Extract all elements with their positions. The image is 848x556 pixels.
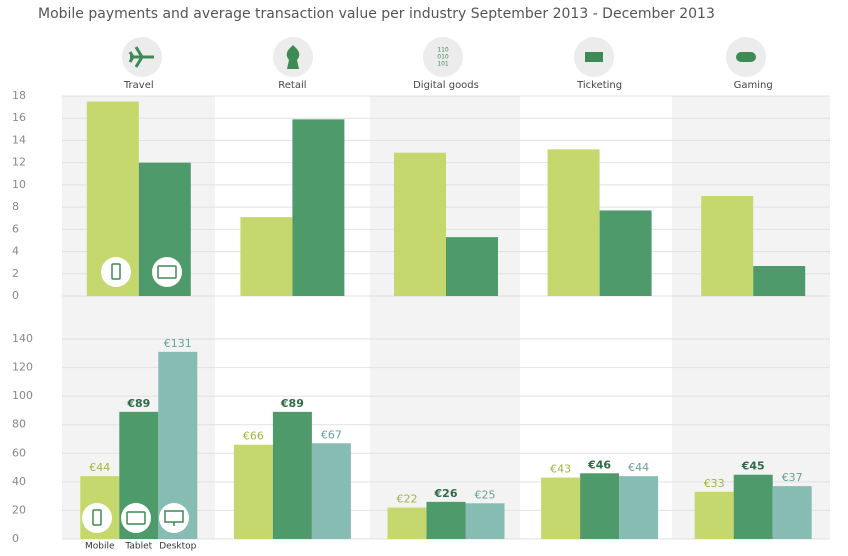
- value-label: €26: [434, 487, 458, 500]
- value-label: €37: [782, 471, 803, 484]
- y-tick-label: 80: [12, 418, 26, 431]
- bar: [446, 237, 498, 296]
- series-label: Tablet: [124, 542, 152, 552]
- device-icons: [82, 257, 189, 533]
- category-label: Retail: [278, 80, 306, 91]
- category-label: Ticketing: [576, 80, 622, 91]
- bar: [292, 119, 345, 296]
- bar: [599, 210, 652, 296]
- bar: [311, 443, 351, 539]
- bars: [62, 95, 830, 540]
- bar: [272, 411, 312, 539]
- y-tick-label: 18: [12, 89, 26, 102]
- value-label: €44: [89, 461, 110, 474]
- bar: [394, 152, 446, 296]
- y-tick-label: 140: [12, 332, 33, 345]
- industry-icons: 110 010 101: [122, 37, 766, 77]
- y-tick-label: 6: [12, 222, 19, 235]
- y-tick-label: 4: [12, 245, 19, 258]
- category-label: Travel: [123, 80, 154, 91]
- y-tick-label: 120: [12, 361, 33, 374]
- y-tick-label: 20: [12, 503, 26, 516]
- bar: [233, 444, 273, 539]
- series-label: Mobile: [85, 542, 115, 552]
- category-label: Digital goods: [413, 80, 479, 91]
- y-tick-label: 0: [12, 532, 19, 545]
- value-label: €22: [397, 493, 418, 506]
- svg-text:101: 101: [437, 61, 449, 68]
- value-label: €89: [280, 397, 304, 410]
- bar: [733, 474, 773, 539]
- bar: [240, 217, 293, 296]
- bar: [465, 503, 505, 539]
- value-label: €67: [321, 428, 342, 441]
- y-tick-label: 100: [12, 389, 33, 402]
- bar: [426, 501, 466, 539]
- bar: [619, 476, 659, 539]
- bar: [753, 266, 806, 296]
- y-tick-label: 14: [12, 133, 26, 146]
- svg-text:110: 110: [437, 47, 449, 54]
- category-label: Gaming: [734, 80, 773, 91]
- value-label: €131: [164, 337, 192, 350]
- bar: [580, 473, 620, 539]
- value-label: €33: [704, 477, 725, 490]
- value-label: €44: [628, 461, 649, 474]
- value-label: €25: [475, 488, 496, 501]
- y-tick-label: 2: [12, 267, 19, 280]
- y-tick-label: 0: [12, 289, 19, 302]
- y-tick-label: 8: [12, 200, 19, 213]
- value-label: €66: [243, 430, 264, 443]
- chart-title: Mobile payments and average transaction …: [38, 6, 715, 22]
- y-tick-label: 60: [12, 446, 26, 459]
- value-label: €89: [126, 397, 150, 410]
- value-label: €43: [550, 463, 571, 476]
- bar: [547, 149, 600, 296]
- bar: [772, 486, 812, 539]
- series-label: Desktop: [159, 542, 196, 552]
- bar: [694, 491, 734, 539]
- bar: [701, 196, 754, 296]
- y-tick-label: 16: [12, 111, 26, 124]
- bar: [387, 507, 427, 539]
- svg-text:010: 010: [437, 54, 449, 61]
- value-label: €45: [741, 460, 765, 473]
- value-label: €46: [587, 458, 611, 471]
- y-tick-label: 40: [12, 475, 26, 488]
- y-tick-label: 12: [12, 156, 26, 169]
- bar: [541, 477, 581, 539]
- y-tick-label: 10: [12, 178, 26, 191]
